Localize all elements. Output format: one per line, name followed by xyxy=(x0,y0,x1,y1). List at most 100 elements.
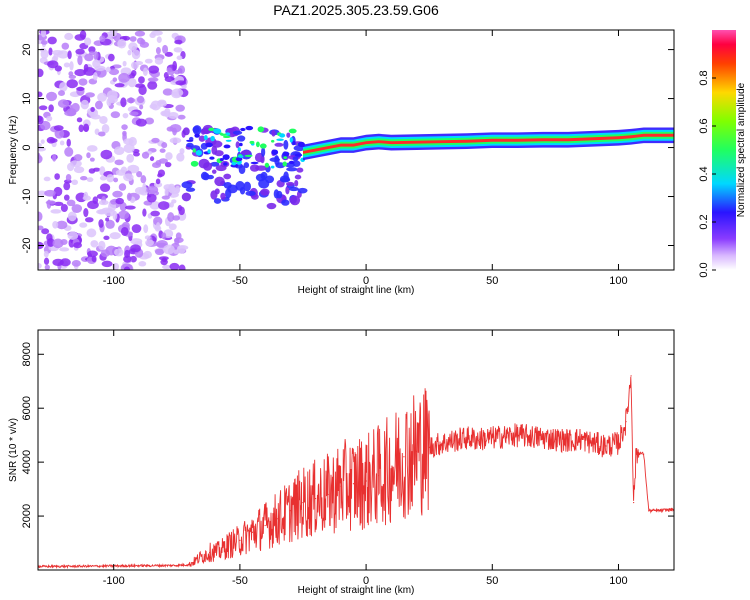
cluster-core xyxy=(240,127,246,132)
y-tick-label: 8000 xyxy=(21,342,33,366)
noise-blob xyxy=(86,152,91,159)
noise-blob xyxy=(87,200,99,210)
snr-point xyxy=(453,439,456,442)
noise-blob xyxy=(59,81,68,92)
snr-point xyxy=(428,446,430,448)
snr-y-ticks: 2000 4000 6000 8000 xyxy=(21,342,674,528)
cluster-core xyxy=(294,153,303,157)
noise-blob xyxy=(146,193,157,203)
noise-blob xyxy=(38,262,42,269)
snr-point xyxy=(638,452,640,454)
noise-blob xyxy=(176,245,186,254)
noise-blob xyxy=(99,183,111,192)
noise-blob xyxy=(80,99,89,110)
noise-blob xyxy=(155,159,162,166)
cluster-blob xyxy=(289,195,301,206)
noise-blob xyxy=(156,36,162,44)
cluster-core xyxy=(205,142,213,148)
noise-blob xyxy=(90,114,101,120)
noise-blob xyxy=(120,166,128,174)
noise-blob xyxy=(144,117,155,125)
noise-blob xyxy=(156,101,167,108)
noise-blob xyxy=(162,264,172,270)
noise-blob xyxy=(65,173,72,181)
snr-point xyxy=(176,564,178,567)
noise-blob xyxy=(99,35,106,42)
noise-blob xyxy=(51,50,64,56)
cluster-core xyxy=(225,139,232,142)
noise-blob xyxy=(48,47,53,56)
noise-blob xyxy=(43,250,49,258)
snr-point xyxy=(415,450,418,452)
noise-blob xyxy=(126,97,136,104)
noise-blob xyxy=(40,30,47,38)
noise-blob xyxy=(138,261,147,267)
noise-blob xyxy=(114,83,125,88)
noise-blob xyxy=(131,224,142,234)
noise-blob xyxy=(77,55,83,66)
cluster-blob xyxy=(294,179,299,187)
cluster-blob xyxy=(214,188,220,195)
snr-point xyxy=(605,445,607,447)
noise-blob xyxy=(112,190,123,198)
cluster-blob xyxy=(181,181,193,189)
cluster-blob xyxy=(182,127,190,136)
cluster-blob xyxy=(255,173,266,182)
cluster-core xyxy=(208,127,215,132)
cluster-core xyxy=(219,132,223,136)
cluster-core xyxy=(282,151,290,157)
noise-blob xyxy=(174,39,183,45)
noise-blob xyxy=(85,217,94,223)
cluster-core xyxy=(222,154,230,160)
noise-blob xyxy=(145,239,154,247)
noise-blob xyxy=(162,88,173,96)
noise-blob xyxy=(101,124,110,134)
noise-blob xyxy=(123,173,134,182)
noise-blob xyxy=(83,64,89,72)
noise-blob xyxy=(83,191,89,200)
noise-blob xyxy=(123,266,130,270)
noise-blob xyxy=(143,250,152,259)
noise-blob xyxy=(83,123,90,133)
cluster-core xyxy=(255,141,260,148)
noise-blob xyxy=(126,153,135,163)
noise-blob xyxy=(38,91,43,98)
noise-blob xyxy=(105,217,110,222)
noise-blob xyxy=(113,177,119,183)
x-tick-label: -50 xyxy=(232,575,248,587)
cluster-blob xyxy=(240,150,251,155)
noise-blob xyxy=(40,40,48,45)
noise-blob xyxy=(38,147,46,152)
noise-blob xyxy=(66,138,71,147)
noise-blob xyxy=(153,181,163,188)
noise-blob xyxy=(52,220,59,229)
noise-blob xyxy=(46,115,53,122)
noise-blob xyxy=(167,185,176,193)
cluster-blob xyxy=(181,192,192,202)
x-tick-label: 50 xyxy=(486,575,498,587)
noise-blob xyxy=(94,100,103,110)
noise-blob xyxy=(38,211,43,222)
noise-blob xyxy=(175,80,187,86)
snr-point xyxy=(352,483,355,485)
noise-blob xyxy=(149,201,161,210)
noise-blob xyxy=(134,83,146,88)
noise-blob xyxy=(52,238,64,249)
noise-blob xyxy=(122,113,129,119)
noise-blob xyxy=(100,149,113,160)
noise-blob xyxy=(86,177,94,183)
y-tick-label: 4000 xyxy=(21,450,33,474)
cluster-blob xyxy=(225,188,232,199)
noise-blob xyxy=(176,55,183,61)
noise-blob xyxy=(121,124,128,130)
noise-blob xyxy=(99,175,107,181)
noise-blob xyxy=(144,58,153,64)
noise-blob xyxy=(123,255,132,263)
noise-blob xyxy=(90,240,99,248)
cluster-blob xyxy=(255,165,268,171)
colorbar: 0.0 0.2 0.4 0.6 0.8 Normalized spectral ampl… xyxy=(698,30,747,278)
noise-blob xyxy=(108,53,115,62)
noise-blob xyxy=(98,131,106,137)
cluster-blob xyxy=(192,125,202,135)
cluster-blob xyxy=(285,181,295,187)
